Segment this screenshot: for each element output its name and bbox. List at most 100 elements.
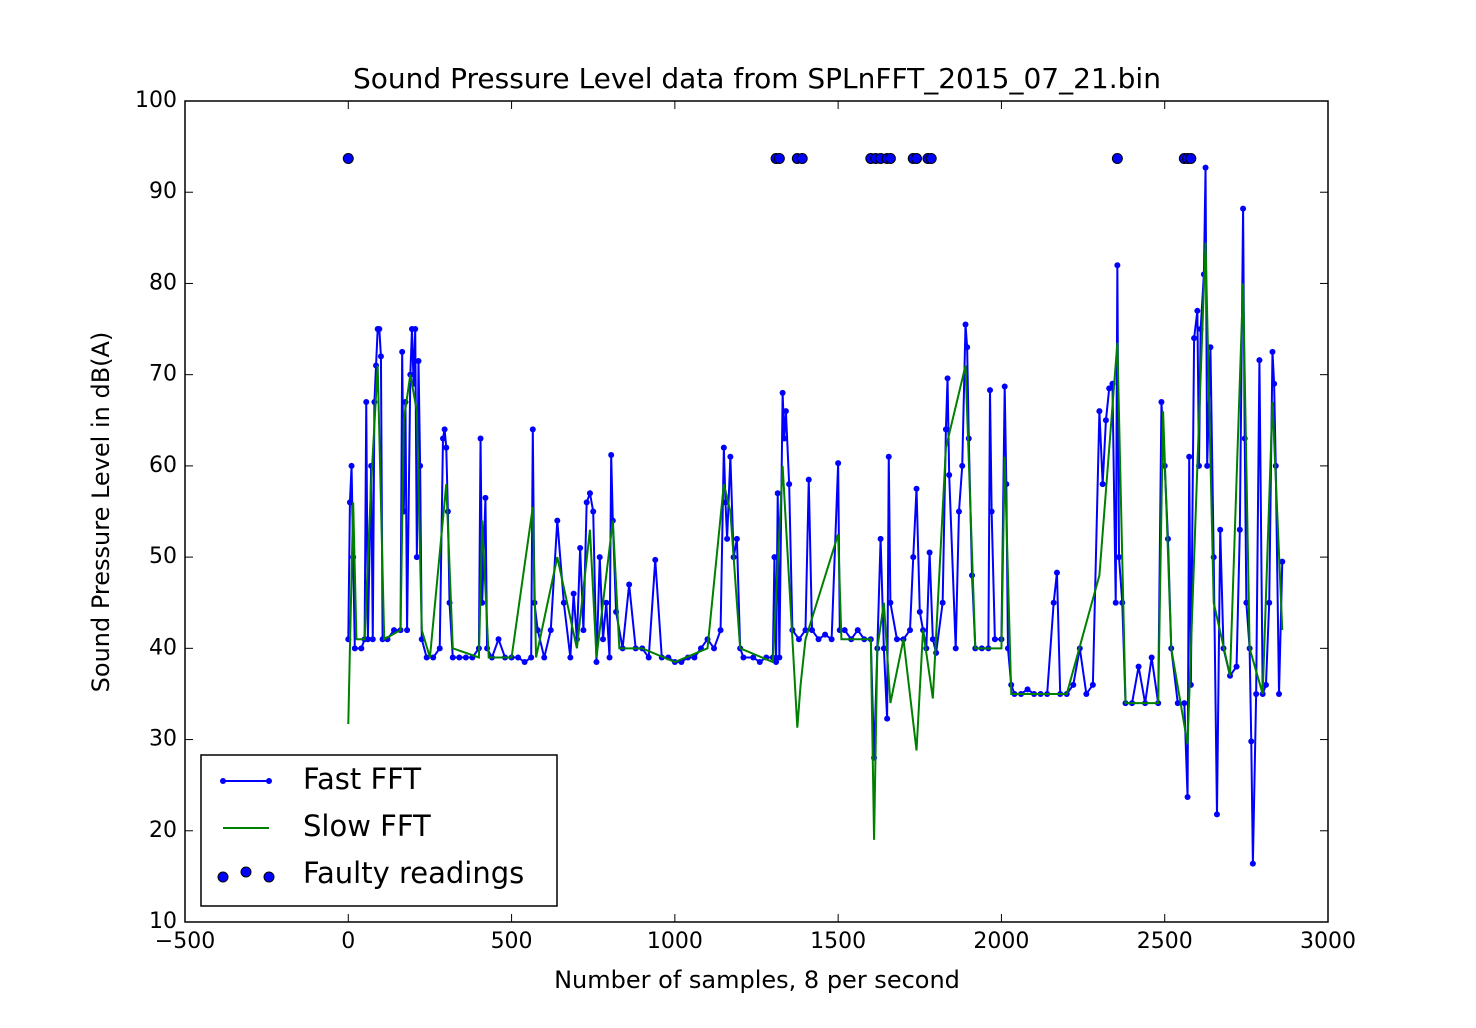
line-marker: [822, 631, 829, 638]
line-marker: [521, 659, 528, 666]
line-marker: [1248, 738, 1255, 745]
y-tick-label: 20: [149, 818, 177, 843]
line-marker: [1191, 335, 1198, 342]
y-tick-label: 40: [149, 635, 177, 660]
line-marker: [781, 435, 788, 442]
line-marker: [776, 654, 783, 661]
x-tick-label: 500: [491, 929, 533, 954]
line-marker: [1240, 205, 1247, 212]
line-marker: [962, 321, 969, 328]
line-marker: [590, 508, 597, 515]
legend-marker: [263, 871, 275, 883]
scatter-point: [911, 152, 923, 164]
line-marker: [441, 426, 448, 433]
line-marker: [1186, 453, 1193, 460]
line-marker: [404, 627, 411, 634]
line-marker: [779, 389, 786, 396]
legend-marker: [217, 871, 229, 883]
line-marker: [1276, 690, 1283, 697]
line-marker: [1249, 860, 1256, 867]
scatter-point: [884, 152, 896, 164]
line-marker: [835, 460, 842, 467]
line-marker: [608, 451, 615, 458]
line-marker: [462, 654, 469, 661]
line-marker: [1099, 481, 1106, 488]
line: [347, 242, 1284, 840]
line-marker: [606, 654, 613, 661]
line-marker: [1204, 462, 1211, 469]
line-marker: [939, 599, 946, 606]
line-marker: [1089, 681, 1096, 688]
y-axis-label: Sound Pressure Level in dB(A): [87, 332, 115, 693]
line-marker: [750, 654, 757, 661]
line-marker: [1096, 408, 1103, 415]
line-marker: [1184, 794, 1191, 801]
line-marker: [880, 645, 887, 652]
line-marker: [991, 636, 998, 643]
line-marker: [364, 636, 371, 643]
line-marker: [740, 654, 747, 661]
line-marker: [1102, 417, 1109, 424]
plot-frame: [184, 100, 1329, 923]
line-marker: [711, 645, 718, 652]
y-tick-label: 60: [149, 453, 177, 478]
line-marker: [554, 517, 561, 524]
line-marker: [782, 408, 789, 415]
x-axis-label: Number of samples, 8 per second: [554, 966, 960, 994]
line-marker: [1233, 663, 1240, 670]
line-marker: [423, 654, 430, 661]
line-marker: [986, 387, 993, 394]
line-marker: [1174, 700, 1181, 707]
line-marker: [877, 535, 884, 542]
legend-label: Slow FFT: [303, 809, 431, 843]
legend-marker: [266, 778, 272, 784]
scatter-point: [773, 152, 785, 164]
line-marker: [691, 654, 698, 661]
line-marker: [1271, 380, 1278, 387]
y-tick-label: 50: [149, 544, 177, 569]
line-marker: [724, 535, 731, 542]
line-marker: [348, 462, 355, 469]
line-marker: [580, 627, 587, 634]
line-marker: [626, 581, 633, 588]
line-marker: [786, 481, 793, 488]
line-marker: [854, 627, 861, 634]
line-marker: [477, 435, 484, 442]
line-marker: [1115, 554, 1122, 561]
line-marker: [1053, 569, 1060, 576]
line-marker: [955, 508, 962, 515]
x-tick-label: 2500: [1137, 929, 1193, 954]
line-marker: [603, 599, 610, 606]
line-marker: [351, 645, 358, 652]
y-tick-label: 30: [149, 727, 177, 752]
line-marker: [733, 535, 740, 542]
line-marker: [482, 494, 489, 501]
line-marker: [809, 627, 816, 634]
scatter-point: [1111, 152, 1123, 164]
line-marker: [773, 659, 780, 666]
line-marker: [815, 636, 822, 643]
legend-label: Faulty readings: [303, 856, 524, 890]
line-marker: [952, 645, 959, 652]
scatter-point: [796, 152, 808, 164]
line-marker: [929, 636, 936, 643]
line-marker: [593, 659, 600, 666]
line-marker: [645, 654, 652, 661]
line-marker: [570, 590, 577, 597]
line-marker: [1070, 681, 1077, 688]
scatter-point: [1185, 152, 1197, 164]
line-marker: [456, 654, 463, 661]
line-marker: [577, 544, 584, 551]
line-marker: [944, 375, 951, 382]
line-marker: [1112, 599, 1119, 606]
line-marker: [377, 353, 384, 360]
line-marker: [430, 654, 437, 661]
line-marker: [443, 444, 450, 451]
line-marker: [529, 426, 536, 433]
y-tick-label: 10: [149, 909, 177, 934]
y-tick-label: 70: [149, 362, 177, 387]
line-marker: [600, 636, 607, 643]
line-marker: [805, 476, 812, 483]
line-marker: [583, 499, 590, 506]
